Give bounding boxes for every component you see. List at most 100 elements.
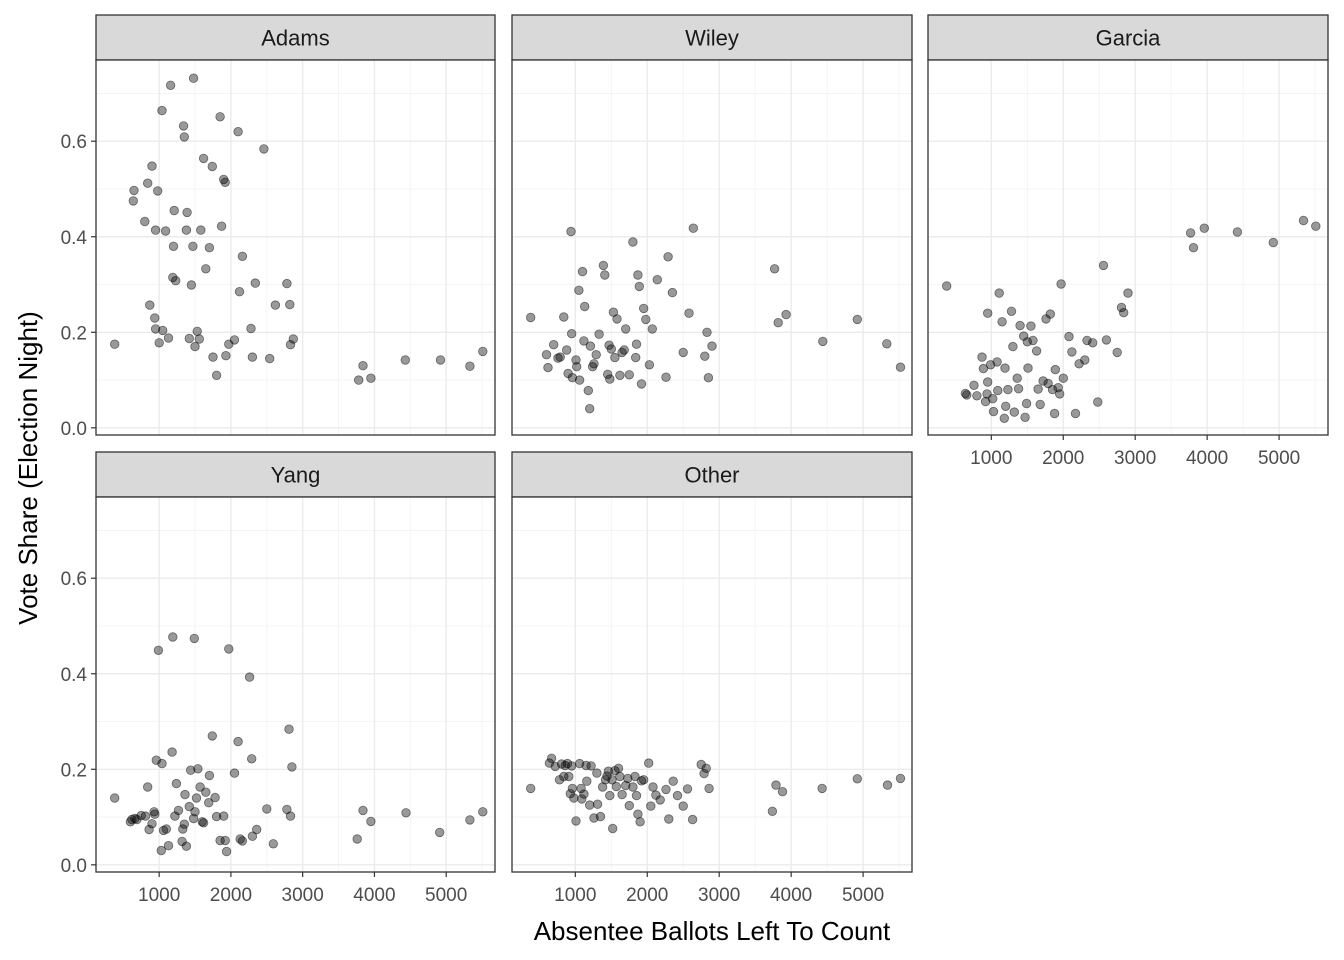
data-point (1080, 355, 1090, 365)
data-point (672, 790, 683, 801)
x-tick-label: 4000 (770, 885, 812, 906)
data-point (623, 773, 633, 784)
data-point (163, 333, 174, 343)
data-point (574, 285, 584, 296)
data-point (603, 369, 613, 380)
data-point (621, 324, 631, 334)
y-axis-title: Vote Share (Election Night) (13, 311, 43, 625)
data-point (702, 327, 712, 338)
facet-strip (511, 14, 913, 61)
data-point (287, 762, 297, 772)
data-point (268, 839, 279, 849)
data-point (567, 373, 578, 383)
data-point (543, 362, 553, 373)
panel-wiley: Wiley (511, 14, 913, 436)
data-point (1023, 363, 1033, 373)
panel-background (96, 60, 495, 435)
data-point (592, 799, 603, 809)
data-point (1047, 384, 1058, 395)
data-point (150, 225, 161, 235)
data-point (1009, 407, 1020, 417)
data-point (977, 352, 987, 362)
data-point (639, 303, 649, 314)
data-point (150, 324, 161, 334)
data-point (188, 73, 199, 83)
x-tick-label: 5000 (842, 885, 884, 906)
data-point (400, 355, 411, 365)
data-point (401, 808, 411, 818)
data-point (589, 359, 599, 369)
data-point (639, 775, 649, 785)
data-point (233, 736, 243, 747)
data-point (1003, 384, 1013, 395)
data-point (617, 789, 627, 800)
data-point (605, 790, 615, 801)
data-point (144, 824, 154, 835)
data-point (581, 760, 591, 771)
data-point (644, 360, 655, 370)
data-point (577, 266, 588, 277)
data-point (244, 672, 255, 682)
data-point (158, 825, 169, 836)
data-point (526, 783, 536, 794)
data-point (704, 783, 714, 794)
data-point (366, 816, 376, 827)
data-point (270, 300, 281, 310)
panel-garcia: Garcia (927, 14, 1329, 436)
data-point (562, 758, 573, 769)
data-point (1232, 227, 1243, 237)
data-point (591, 350, 601, 360)
data-point (817, 783, 827, 794)
data-point (196, 225, 206, 235)
data-point (259, 144, 269, 154)
data-point (1013, 384, 1024, 394)
data-point (571, 355, 581, 365)
panel-adams: Adams (95, 14, 496, 436)
data-point (218, 174, 229, 185)
data-point (352, 834, 362, 844)
data-point (594, 329, 604, 339)
x-tick-label: 1000 (970, 448, 1012, 469)
data-point (615, 370, 625, 381)
data-point (1112, 347, 1122, 358)
x-tick-label: 3000 (282, 885, 324, 906)
data-point (140, 811, 151, 821)
facet-panels: Adams Wiley Garcia Yang Other (95, 14, 1329, 873)
data-point (678, 801, 688, 811)
data-point (818, 336, 828, 347)
data-point (1022, 337, 1033, 347)
data-point (229, 335, 240, 345)
data-point (366, 373, 376, 383)
data-point (161, 824, 172, 834)
data-point (895, 362, 906, 372)
data-point (1006, 306, 1017, 317)
data-point (544, 758, 555, 768)
data-point (190, 341, 200, 352)
data-point (633, 809, 643, 819)
data-point (582, 776, 592, 786)
data-point (597, 782, 608, 792)
data-point (358, 361, 368, 371)
data-point (154, 338, 164, 348)
x-tick-label: 1000 (138, 885, 180, 906)
data-point (781, 309, 791, 320)
data-point (170, 811, 180, 821)
data-point (1058, 373, 1069, 383)
data-point (150, 809, 160, 819)
data-point (587, 362, 598, 372)
data-point (152, 186, 163, 196)
data-point (661, 372, 671, 382)
data-point (435, 827, 445, 838)
data-point (624, 370, 635, 380)
data-point (526, 312, 536, 323)
data-point (435, 355, 446, 365)
data-point (567, 761, 577, 771)
data-point (1021, 398, 1032, 409)
data-point (284, 724, 294, 734)
data-point (999, 413, 1010, 424)
panel-border (511, 496, 913, 873)
data-point (585, 341, 596, 351)
data-point (667, 287, 678, 298)
data-point (1019, 331, 1029, 341)
data-point (221, 351, 231, 361)
